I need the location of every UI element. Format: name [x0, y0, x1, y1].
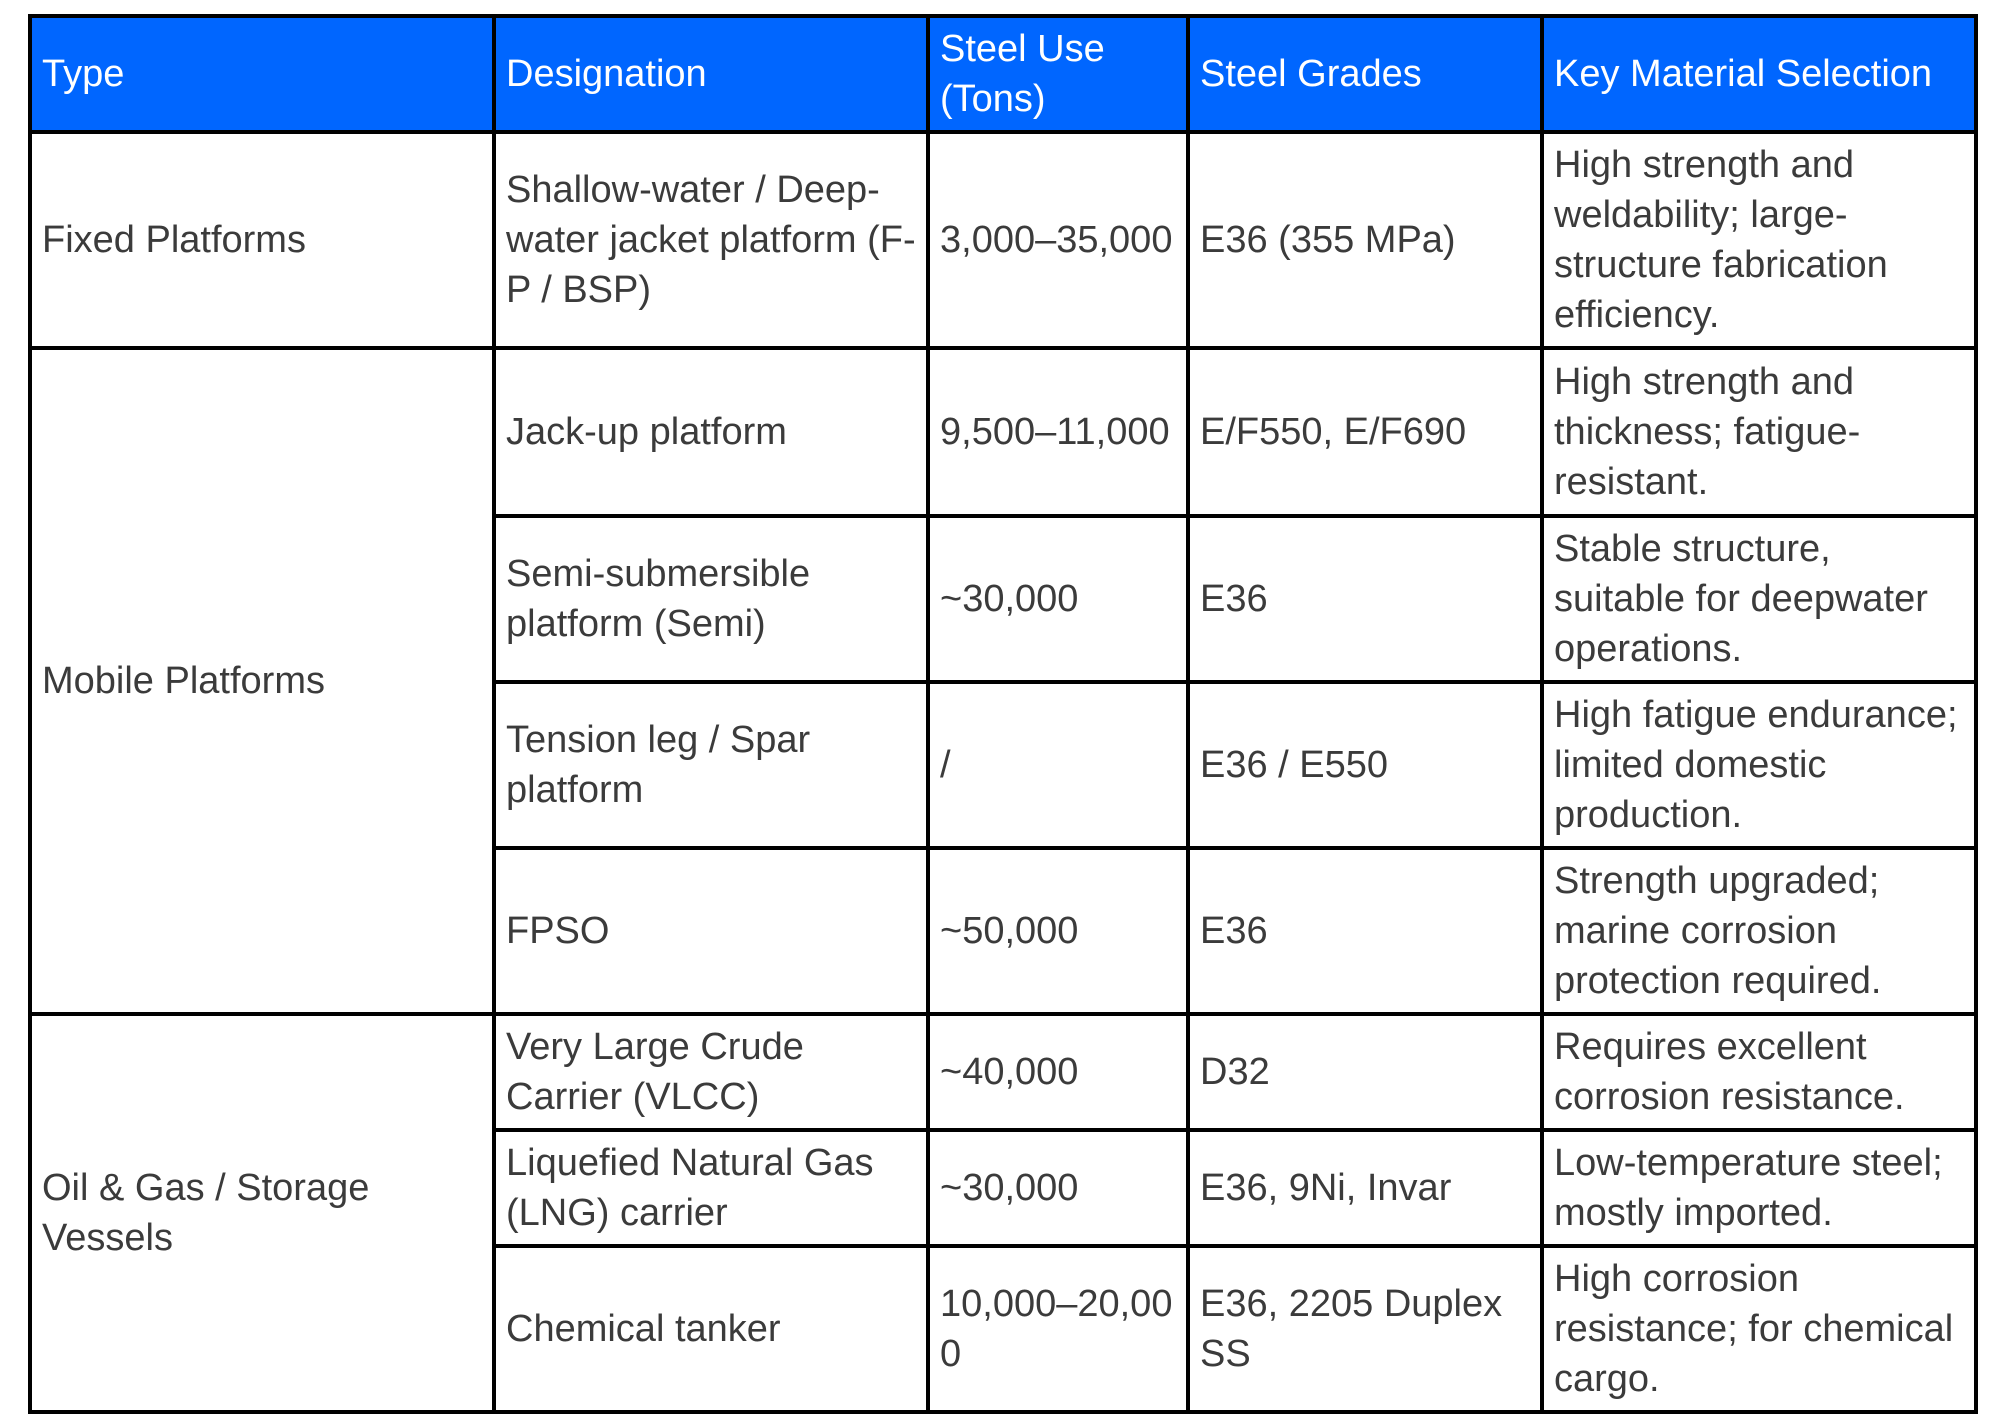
steel-use-cell: ~40,000	[926, 1012, 1190, 1132]
type-cell-fixed-platforms: Fixed Platforms	[28, 130, 496, 350]
key-material-cell: High strength and thickness; fatigue-res…	[1540, 346, 1978, 518]
key-material-cell: Requires excellent corrosion resistance.	[1540, 1012, 1978, 1132]
steel-use-cell: 10,000–20,000	[926, 1244, 1190, 1414]
page: Type Designation Steel Use (Tons) Steel …	[28, 14, 1978, 1414]
type-cell-oil-gas-storage-vessels: Oil & Gas / Storage Vessels	[28, 1012, 496, 1414]
designation-cell: Tension leg / Spar platform	[492, 680, 930, 850]
key-material-cell: Low-temperature steel; mostly imported.	[1540, 1128, 1978, 1248]
designation-cell: FPSO	[492, 846, 930, 1016]
table-row-lng-carrier: Liquefied Natural Gas (LNG) carrier ~30,…	[30, 1128, 1978, 1248]
steel-use-cell: ~30,000	[926, 1128, 1190, 1248]
col-header-type: Type	[28, 14, 496, 134]
header-row: Type Designation Steel Use (Tons) Steel …	[28, 14, 1978, 134]
designation-cell: Shallow-water / Deep-water jacket platfo…	[492, 130, 930, 350]
table-row-fixed-jacket: Fixed Platforms Shallow-water / Deep-wat…	[28, 130, 1978, 350]
col-header-designation: Designation	[492, 14, 930, 134]
steel-grades-cell: E36	[1186, 514, 1544, 684]
steel-grades-cell: E/F550, E/F690	[1186, 346, 1544, 518]
col-header-key-material: Key Material Selection	[1540, 14, 1978, 134]
key-material-cell: Strength upgraded; marine corrosion prot…	[1540, 846, 1978, 1016]
steel-grades-cell: D32	[1186, 1012, 1544, 1132]
designation-cell: Very Large Crude Carrier (VLCC)	[492, 1012, 930, 1132]
table-row-semi-submersible: Semi-submersible platform (Semi) ~30,000…	[30, 514, 1978, 684]
steel-grades-cell: E36 / E550	[1186, 680, 1544, 850]
table-row-vlcc: Oil & Gas / Storage Vessels Very Large C…	[28, 1012, 1978, 1414]
steel-grades-cell: E36, 2205 Duplex SS	[1186, 1244, 1544, 1414]
designation-cell: Semi-submersible platform (Semi)	[492, 514, 930, 684]
designation-cell: Jack-up platform	[492, 346, 930, 518]
col-header-steel-use: Steel Use (Tons)	[926, 14, 1190, 134]
steel-use-cell: ~50,000	[926, 846, 1190, 1016]
steel-grades-cell: E36, 9Ni, Invar	[1186, 1128, 1544, 1248]
steel-use-cell: 3,000–35,000	[926, 130, 1190, 350]
steel-grades-cell: E36	[1186, 846, 1544, 1016]
key-material-cell: Stable structure, suitable for deepwater…	[1540, 514, 1978, 684]
table-row-jack-up: Mobile Platforms Jack-up platform 9,500–…	[28, 346, 1978, 1016]
steel-platforms-table: Type Designation Steel Use (Tons) Steel …	[28, 14, 1978, 1414]
key-material-cell: High corrosion resistance; for chemical …	[1540, 1244, 1978, 1414]
steel-grades-cell: E36 (355 MPa)	[1186, 130, 1544, 350]
table-row-fpso: FPSO ~50,000 E36 Strength upgraded; mari…	[30, 846, 1978, 1016]
designation-cell: Liquefied Natural Gas (LNG) carrier	[492, 1128, 930, 1248]
key-material-cell: High fatigue endurance; limited domestic…	[1540, 680, 1978, 850]
designation-cell: Chemical tanker	[492, 1244, 930, 1414]
key-material-cell: High strength and weldability; large-str…	[1540, 130, 1978, 350]
col-header-steel-grades: Steel Grades	[1186, 14, 1544, 134]
table-row-tension-leg-spar: Tension leg / Spar platform / E36 / E550…	[30, 680, 1978, 850]
steel-use-cell: ~30,000	[926, 514, 1190, 684]
steel-use-cell: /	[926, 680, 1190, 850]
steel-use-cell: 9,500–11,000	[926, 346, 1190, 518]
type-cell-mobile-platforms: Mobile Platforms	[28, 346, 496, 1016]
